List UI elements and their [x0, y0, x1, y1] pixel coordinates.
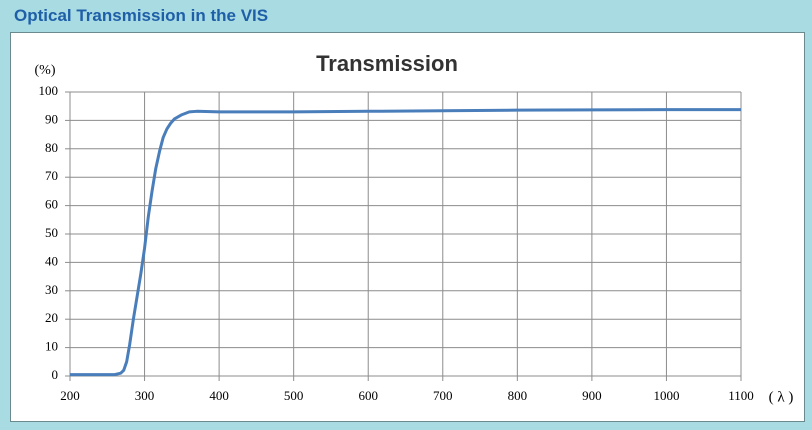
y-tick-label: 80 [45, 140, 58, 155]
y-tick-label: 50 [45, 225, 58, 240]
x-axis-label: ( λ ) [769, 389, 794, 405]
y-tick-label: 70 [45, 168, 58, 183]
x-tick-label: 1000 [653, 388, 679, 403]
x-tick-label: 900 [582, 388, 602, 403]
chart-panel [10, 32, 805, 422]
x-tick-label: 200 [60, 388, 80, 403]
data-line [70, 108, 741, 377]
y-tick-label: 60 [45, 197, 58, 212]
x-tick-label: 800 [508, 388, 528, 403]
y-tick-label: 100 [39, 83, 59, 98]
x-tick-label: 1100 [728, 388, 754, 403]
y-tick-label: 0 [52, 367, 59, 382]
y-tick-label: 30 [45, 282, 58, 297]
y-tick-label: 20 [45, 310, 58, 325]
x-tick-label: 400 [209, 388, 229, 403]
page-title: Optical Transmission in the VIS [14, 6, 269, 25]
y-tick-label: 90 [45, 111, 58, 126]
x-tick-label: 500 [284, 388, 304, 403]
x-tick-label: 700 [433, 388, 453, 403]
y-tick-label: 10 [45, 339, 58, 354]
y-axis-label: (%) [35, 63, 56, 78]
y-tick-label: 40 [45, 253, 58, 268]
x-tick-label: 600 [358, 388, 378, 403]
x-tick-label: 300 [135, 388, 155, 403]
chart-title: Transmission [316, 51, 458, 76]
